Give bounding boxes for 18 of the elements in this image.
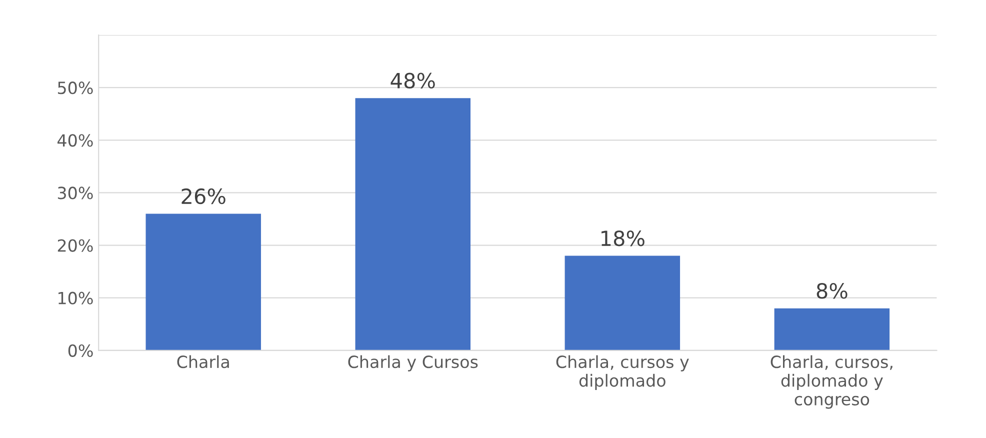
- bar: [355, 98, 471, 350]
- bar: [146, 214, 261, 350]
- y-tick-label: 40%: [58, 134, 93, 147]
- data-label: 48%: [390, 72, 435, 89]
- x-tick-label: Charla: [177, 355, 229, 368]
- bar: [564, 256, 680, 350]
- y-tick-label: 20%: [58, 239, 93, 252]
- bar: [774, 308, 890, 350]
- x-tick-label: Charla, cursos, diplomado y congreso: [770, 355, 892, 409]
- y-tick-label: 50%: [58, 82, 93, 94]
- data-label: 8%: [816, 283, 848, 299]
- data-label: 18%: [602, 230, 644, 246]
- data-label: 26%: [182, 188, 226, 204]
- y-tick-label: 10%: [58, 292, 93, 304]
- y-tick-label: 30%: [58, 186, 93, 200]
- x-tick-label: Charla, cursos y diplomado: [556, 355, 689, 390]
- y-tick-label: 0%: [68, 344, 93, 357]
- x-tick-label: Charla y Cursos: [348, 355, 478, 372]
